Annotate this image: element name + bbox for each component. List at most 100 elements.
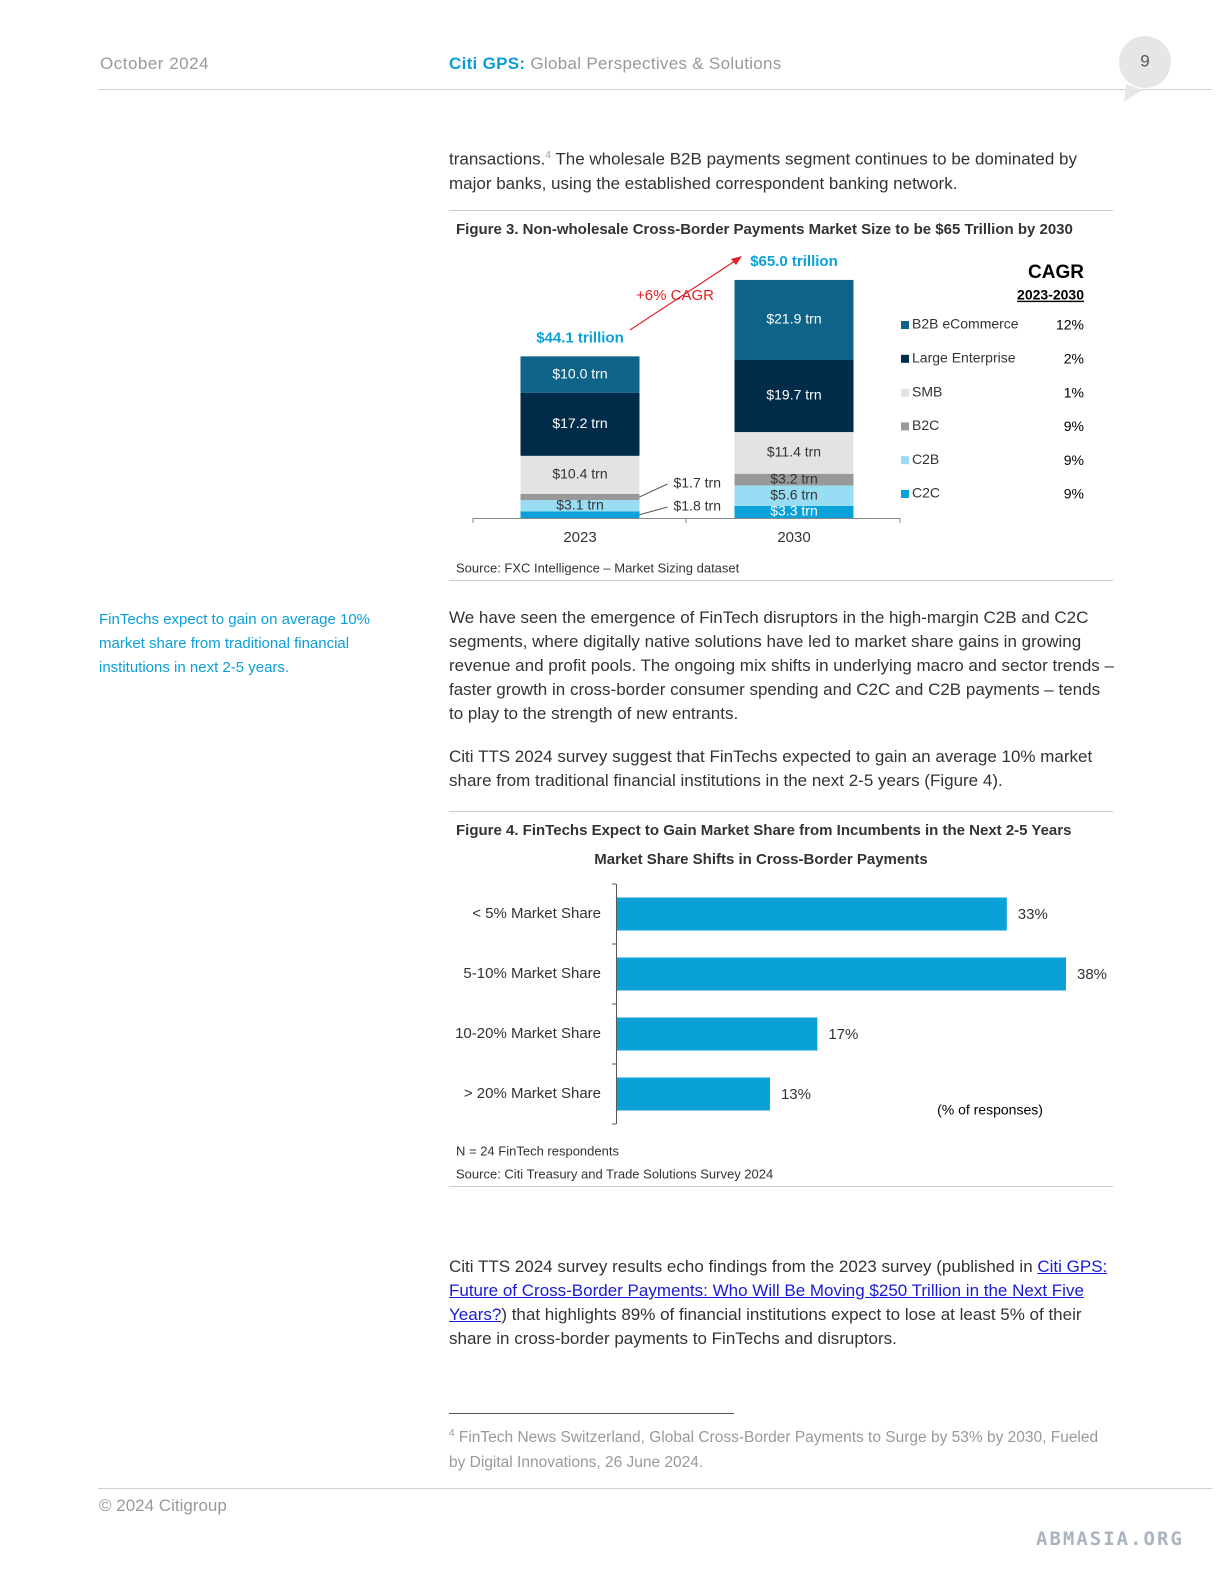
figure-3: Figure 3. Non-wholesale Cross-Border Pay… bbox=[449, 210, 1113, 581]
bar-segment bbox=[520, 455, 640, 494]
value-label: $19.7 trn bbox=[766, 387, 821, 403]
bar bbox=[617, 1017, 818, 1051]
bar-segment bbox=[734, 432, 854, 474]
bar-segment bbox=[734, 473, 854, 486]
header-rule bbox=[98, 89, 1212, 90]
value-label: $1.8 trn bbox=[674, 498, 721, 514]
footnote-rule bbox=[449, 1413, 734, 1414]
arrow-head bbox=[731, 256, 742, 265]
bar-segment bbox=[520, 511, 640, 518]
leader-line bbox=[639, 506, 668, 516]
footnote-text: FinTech News Switzerland, Global Cross-B… bbox=[449, 1429, 1099, 1472]
paragraph: Citi TTS 2024 survey results echo findin… bbox=[449, 1255, 1117, 1351]
bar bbox=[617, 897, 1007, 931]
legend-cagr: 1% bbox=[1064, 384, 1084, 400]
text: Citi TTS 2024 survey results echo findin… bbox=[449, 1257, 1038, 1276]
total-label: $65.0 trillion bbox=[750, 253, 838, 270]
figure-note: N = 24 FinTech respondents bbox=[456, 1143, 619, 1158]
total-label: $44.1 trillion bbox=[536, 329, 624, 346]
footer-rule bbox=[98, 1488, 1212, 1489]
header-series: Global Perspectives & Solutions bbox=[530, 54, 782, 73]
header-brand: Citi GPS: bbox=[449, 54, 526, 73]
value-label: $10.0 trn bbox=[552, 365, 607, 381]
legend-label: SMB bbox=[912, 383, 942, 399]
value-label: $5.6 trn bbox=[770, 486, 817, 502]
legend-label: Large Enterprise bbox=[912, 350, 1016, 366]
figure-title: Figure 3. Non-wholesale Cross-Border Pay… bbox=[456, 221, 1073, 238]
legend-label: C2C bbox=[912, 485, 940, 501]
paragraph: We have seen the emergence of FinTech di… bbox=[449, 608, 1114, 723]
legend-swatch bbox=[901, 388, 909, 397]
value-label: 33% bbox=[1018, 906, 1048, 923]
value-label: $17.2 trn bbox=[552, 415, 607, 431]
page-badge: 9 bbox=[1119, 36, 1171, 102]
header-title: Citi GPS: Global Perspectives & Solution… bbox=[449, 54, 782, 74]
legend-swatch bbox=[901, 490, 909, 498]
legend-cagr: 9% bbox=[1064, 486, 1084, 502]
footnote-number: 4 bbox=[449, 1428, 455, 1439]
page-number: 9 bbox=[1140, 51, 1149, 70]
value-label: $3.3 trn bbox=[770, 503, 817, 519]
value-label: $10.4 trn bbox=[552, 466, 607, 482]
bar-segment bbox=[734, 279, 854, 361]
axis-annotation: (% of responses) bbox=[937, 1102, 1043, 1118]
value-label: 13% bbox=[781, 1086, 811, 1103]
legend-label: C2B bbox=[912, 451, 939, 467]
bar-segment bbox=[734, 505, 854, 518]
legend-cagr: 2% bbox=[1064, 351, 1084, 367]
figure-title: Figure 4. FinTechs Expect to Gain Market… bbox=[456, 822, 1071, 839]
value-label: $3.2 trn bbox=[770, 470, 817, 486]
watermark: ABMASIA.ORG bbox=[1036, 1528, 1184, 1550]
bar-segment bbox=[520, 356, 640, 393]
legend-label: B2C bbox=[912, 417, 939, 433]
legend-title: CAGR bbox=[1028, 262, 1084, 283]
legend-cagr: 9% bbox=[1064, 452, 1084, 468]
bar-segment bbox=[520, 500, 640, 512]
legend-label: B2B eCommerce bbox=[912, 316, 1019, 332]
cagr-annotation: +6% CAGR bbox=[636, 287, 714, 304]
bar bbox=[617, 957, 1067, 991]
value-label: 38% bbox=[1077, 966, 1107, 983]
report-link[interactable]: Citi GPS: Future of Cross-Border Payment… bbox=[449, 1257, 1108, 1324]
text: transactions. bbox=[449, 149, 546, 169]
value-label: $3.1 trn bbox=[556, 496, 603, 512]
header-date: October 2024 bbox=[100, 54, 210, 73]
bar-segment bbox=[520, 392, 640, 456]
paragraph: Citi TTS 2024 survey suggest that FinTec… bbox=[449, 747, 1093, 790]
bar-segment bbox=[734, 360, 854, 433]
category-label: 10-20% Market Share bbox=[455, 1025, 601, 1042]
value-label: 17% bbox=[828, 1026, 858, 1043]
value-label: $11.4 trn bbox=[767, 444, 821, 460]
legend-swatch bbox=[901, 422, 909, 431]
cagr-arrow bbox=[629, 260, 736, 331]
x-tick-label: 2023 bbox=[563, 529, 596, 546]
category-label: 5-10% Market Share bbox=[463, 965, 601, 982]
leader-line bbox=[639, 483, 668, 498]
bar bbox=[617, 1077, 770, 1111]
value-label: $1.7 trn bbox=[674, 475, 721, 491]
text: ) that highlights 89% of financial insti… bbox=[449, 1305, 1082, 1348]
footer: © 2024 Citigroup bbox=[99, 1496, 227, 1515]
value-label: $21.9 trn bbox=[766, 311, 821, 327]
footnote: 4 FinTech News Switzerland, Global Cross… bbox=[449, 1421, 1109, 1475]
category-label: < 5% Market Share bbox=[472, 905, 601, 922]
bar-segment bbox=[520, 493, 640, 501]
figure-subtitle: Market Share Shifts in Cross-Border Paym… bbox=[594, 851, 927, 868]
legend-cagr: 9% bbox=[1064, 418, 1084, 434]
text: The wholesale B2B payments segment conti… bbox=[449, 149, 1078, 193]
legend-swatch bbox=[901, 456, 909, 465]
x-tick-label: 2030 bbox=[777, 529, 810, 546]
bar-segment bbox=[734, 485, 854, 506]
legend-swatch bbox=[901, 354, 909, 363]
footnote-ref: 4 bbox=[545, 150, 551, 161]
legend-cagr: 12% bbox=[1056, 317, 1084, 333]
figure-source: Source: FXC Intelligence – Market Sizing… bbox=[456, 560, 740, 575]
category-label: > 20% Market Share bbox=[464, 1085, 601, 1102]
paragraph: transactions.4 The wholesale B2B payment… bbox=[449, 144, 1117, 196]
sidebar-note: FinTechs expect to gain on average 10% m… bbox=[99, 611, 371, 676]
figure-source: Source: Citi Treasury and Trade Solution… bbox=[456, 1166, 773, 1181]
legend-swatch bbox=[901, 321, 909, 329]
legend-subtitle: 2023-2030 bbox=[1017, 287, 1084, 303]
figure-4: Figure 4. FinTechs Expect to Gain Market… bbox=[449, 811, 1113, 1187]
